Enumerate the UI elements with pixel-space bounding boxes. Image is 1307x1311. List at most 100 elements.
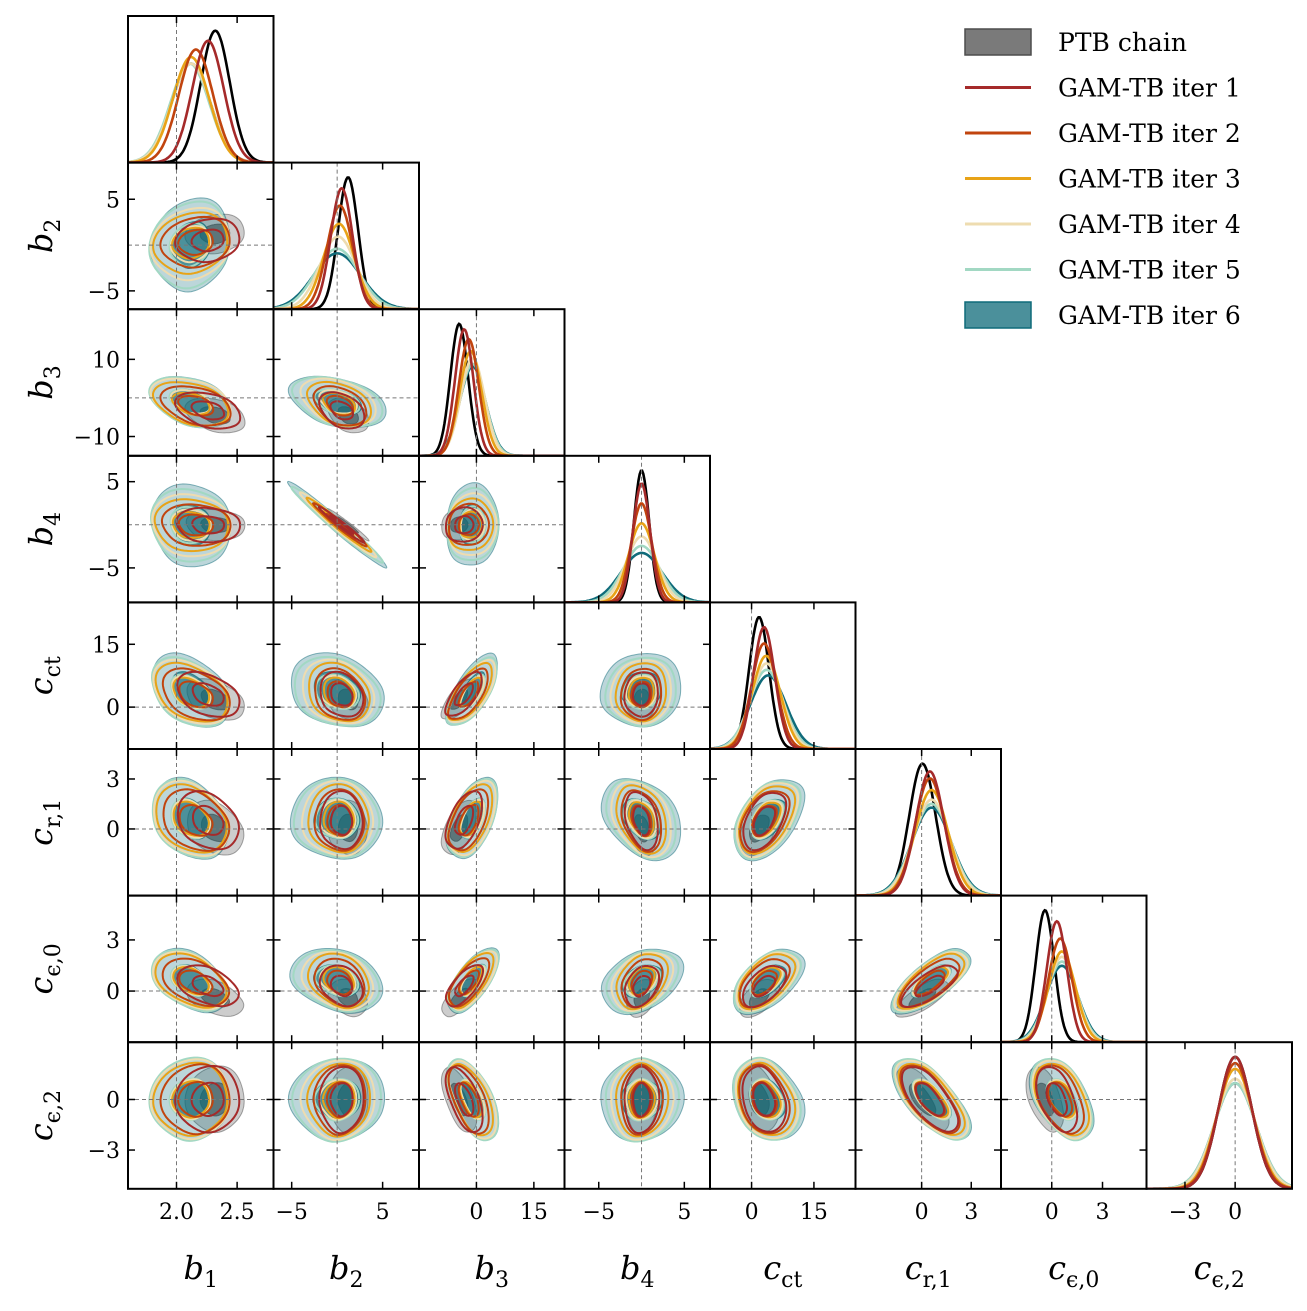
contour-1sigma-b2-c_r1-series-4	[318, 798, 357, 839]
contour-2sigma-b3-b4-series-1	[445, 506, 484, 543]
contour-2sigma-b2-b4-series-1	[317, 505, 366, 544]
y-tick-label-c_r1: 3	[106, 768, 120, 793]
contour-2sigma-b1-b4-series-1	[175, 506, 242, 544]
panel-c_r1-b1	[127, 748, 275, 897]
panel-frame	[1000, 894, 1148, 1044]
y-axis-label-c_ct: cct	[22, 656, 66, 695]
contour-2sigma-b4-c_eps0-series-5	[605, 949, 680, 1014]
contour-2sigma-b2-c_r1-series-1	[319, 789, 364, 851]
contour-2sigma-b2-c_eps2-series-3	[306, 1062, 372, 1138]
legend-label-1: GAM-TB iter 1	[1058, 74, 1241, 103]
contour-1sigma-b3-c_r1-series-1	[453, 804, 475, 836]
contour-1sigma-b1-c_eps0-series-2	[178, 969, 214, 996]
contour-1sigma-b2-c_eps2-series-1	[329, 1082, 354, 1118]
contour-2sigma-b3-c_ct-series-5	[445, 656, 498, 726]
y-tick-label-c_r1: 0	[106, 818, 120, 843]
legend-label-2: GAM-TB iter 2	[1058, 119, 1241, 148]
panel-c_r1-b2	[272, 748, 420, 897]
contour-2sigma-b1-c_ct-series-3	[154, 661, 229, 723]
contour-2sigma-c_r1-c_eps0-series-1	[900, 964, 959, 1009]
contour-2sigma-b1-b4-series-2	[160, 503, 232, 547]
contour-1sigma-b2-c_r1-series-3	[322, 800, 355, 837]
panel-c_eps2-c_r1	[854, 1041, 1002, 1190]
contour-1sigma-b2-c_ct-series-4	[319, 674, 358, 709]
marginal-c_ct-series-3	[710, 654, 856, 750]
x-tick-label-c_r1: 0	[915, 1200, 929, 1225]
x-axis-label-b1: b1	[184, 1249, 218, 1293]
marginal-b4-series-1	[564, 482, 710, 603]
contour-2sigma-c_ct-c_eps2-series-5	[732, 1056, 802, 1141]
contour-2sigma-b2-b4-series-5	[290, 485, 385, 564]
contour-1sigma-b2-c_eps2-series-4	[318, 1078, 358, 1121]
x-tick-label-b4: −5	[583, 1200, 615, 1225]
legend-label-6: GAM-TB iter 6	[1058, 301, 1241, 330]
contour-2sigma-b1-b4-series-4	[151, 493, 232, 558]
contour-1sigma-c_ct-c_eps2-series-1	[752, 1081, 777, 1117]
contour-1sigma-c_eps0-c_eps2-series-2	[1047, 1081, 1074, 1118]
legend-label-4: GAM-TB iter 4	[1058, 210, 1241, 239]
panel-c_r1-c_r1	[854, 748, 1002, 897]
contour-2sigma-b2-c_eps2-series-2	[312, 1064, 367, 1137]
contour-2sigma-c_ct-c_r1-series-1	[742, 791, 788, 852]
contour-2sigma-b1-c_eps2-series-2	[159, 1063, 231, 1136]
contour-2sigma-b4-c_eps0-series-2	[620, 958, 664, 1009]
contour-1sigma-c_ct-c_r1-series-1	[752, 805, 777, 837]
x-tick-label-c_eps0: 0	[1045, 1200, 1059, 1225]
contour-2sigma-b2-b4-series-4	[298, 491, 378, 559]
contour-2sigma-b4-c_r1-series-3	[615, 784, 668, 855]
y-axis-label-b4: b4	[22, 512, 66, 546]
contour-1sigma-b4-c_eps2-series-4	[625, 1078, 659, 1121]
contour-2sigma-b1-c_eps2-series-1	[174, 1065, 241, 1134]
marginal-b2-series-1	[273, 186, 419, 310]
x-axis-label-b2: b2	[329, 1249, 363, 1293]
contour-2sigma-c_ct-c_eps0-series-3	[737, 953, 797, 1011]
x-tick-label-c_eps2: 0	[1228, 1200, 1242, 1225]
marginal-c_eps2-series-2	[1146, 1061, 1292, 1189]
panel-c_eps2-b3	[418, 1041, 566, 1190]
marginal-b1-series-1	[128, 39, 274, 163]
contour-2sigma-c_ct-c_r1-series-5	[733, 780, 802, 861]
contour-1sigma-b4-c_eps0-series-1	[632, 975, 652, 998]
panel-c_r1-c_ct	[709, 748, 857, 897]
contour-1sigma-b1-c_ct-series-2	[178, 680, 214, 709]
x-tick-label-c_r1: 3	[964, 1200, 978, 1225]
contour-2sigma-c_ct-c_eps0-series-5	[733, 949, 802, 1014]
marginal-c_eps0-series-5	[1001, 960, 1147, 1043]
contour-1sigma-b2-c_r1-series-1	[329, 804, 354, 836]
contour-1sigma-b2-c_ct-series-3	[323, 676, 356, 708]
contour-2sigma-b2-c_eps2-series-5	[291, 1057, 383, 1143]
x-tick-label-b3: 15	[520, 1200, 548, 1225]
marginal-c_r1-series-1	[855, 770, 1001, 896]
x-axis-label-b3: b3	[475, 1249, 509, 1293]
contour-2sigma-b3-c_eps2-series-1	[444, 1066, 484, 1134]
contour-2sigma-b3-c_eps2-series-2	[447, 1064, 490, 1135]
y-tick-label-b2: 5	[106, 188, 120, 213]
marginal-b1-series-2	[128, 48, 274, 163]
contour-1sigma-b1-b2-series-3	[171, 226, 211, 260]
y-axis-label-b3: b3	[22, 365, 66, 399]
panel-b4-b2	[272, 454, 420, 604]
marginal-b4-series-2	[564, 502, 710, 603]
marginal-c_eps0-series-0	[1001, 908, 1147, 1043]
y-tick-label-b4: 5	[106, 471, 120, 496]
x-axis-label-c_r1: cr,1	[905, 1249, 952, 1293]
contour-2sigma-b4-c_ct-series-3	[614, 662, 667, 723]
panel-c_eps0-b1	[127, 894, 275, 1044]
contour-1sigma-b1-c_r1-series-2	[178, 804, 214, 837]
contour-2sigma-b2-c_eps0-series-5	[292, 949, 381, 1013]
contour-2sigma-c_ct-c_r1-series-4	[735, 782, 800, 859]
contour-2sigma-b4-c_r1-series-1	[623, 790, 659, 852]
contour-1sigma-b1-b4-series-4	[170, 508, 212, 542]
legend-label-3: GAM-TB iter 3	[1058, 165, 1241, 194]
contour-2sigma-b1-c_eps0-series-5	[150, 949, 229, 1013]
panel-c_eps0-b3	[418, 894, 566, 1044]
y-tick-label-c_eps2: 0	[106, 1088, 120, 1113]
contour-1sigma-b3-c_eps2-series-4	[459, 1079, 486, 1120]
contour-1sigma-b1-b4-series-1	[191, 515, 226, 535]
marginal-b4-series-3	[564, 522, 710, 603]
contour-1sigma-b4-c_r1-series-4	[625, 799, 658, 840]
panel-c_ct-b4	[563, 601, 711, 751]
y-tick-label-c_eps0: 3	[106, 929, 120, 954]
contour-2sigma-b2-c_r1-series-3	[307, 783, 370, 854]
